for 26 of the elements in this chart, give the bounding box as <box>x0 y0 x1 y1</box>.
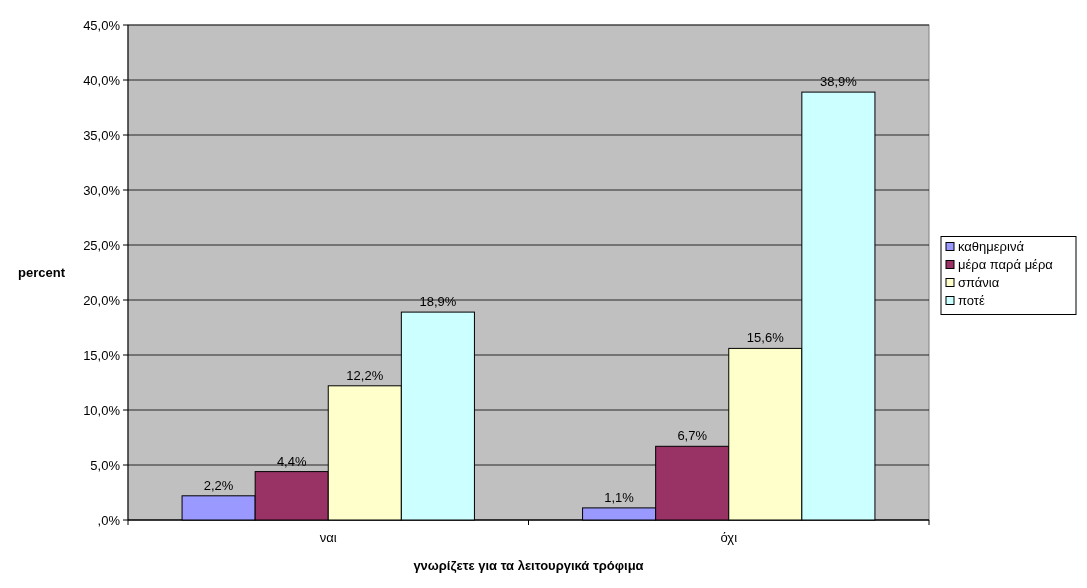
data-label: 12,2% <box>346 367 384 383</box>
y-axis-title: percent <box>18 265 66 281</box>
data-label: 38,9% <box>819 74 858 90</box>
data-label: 6,7% <box>677 428 708 444</box>
y-tick-label: 20,0% <box>83 292 121 308</box>
legend-label: καθημερινά <box>958 239 1025 255</box>
y-tick-label: 40,0% <box>83 72 121 88</box>
data-label: 1,1% <box>604 489 635 505</box>
y-tick-label: 5,0% <box>90 457 121 473</box>
data-label: 4,4% <box>276 453 307 469</box>
y-tick-label: ,0% <box>97 512 121 528</box>
x-tick-label: ναι <box>319 530 337 545</box>
legend-label: ποτέ <box>958 293 985 309</box>
data-label: 15,6% <box>746 330 785 346</box>
y-tick-label: 35,0% <box>83 127 121 143</box>
x-axis-title: γνωρίζετε για τα λειτουργικά τρόφιμα <box>413 558 644 573</box>
legend-label: σπάνια <box>958 275 1000 291</box>
y-tick-label: 25,0% <box>83 237 121 253</box>
y-tick-label: 30,0% <box>83 182 121 198</box>
y-tick-label: 15,0% <box>83 347 121 363</box>
data-label: 18,9% <box>419 294 457 310</box>
y-tick-label: 45,0% <box>83 17 121 33</box>
legend-label: μέρα παρά μέρα <box>958 257 1054 273</box>
data-label: 2,2% <box>203 477 234 493</box>
x-tick-label: όχι <box>720 530 738 545</box>
y-tick-label: 10,0% <box>83 402 121 418</box>
